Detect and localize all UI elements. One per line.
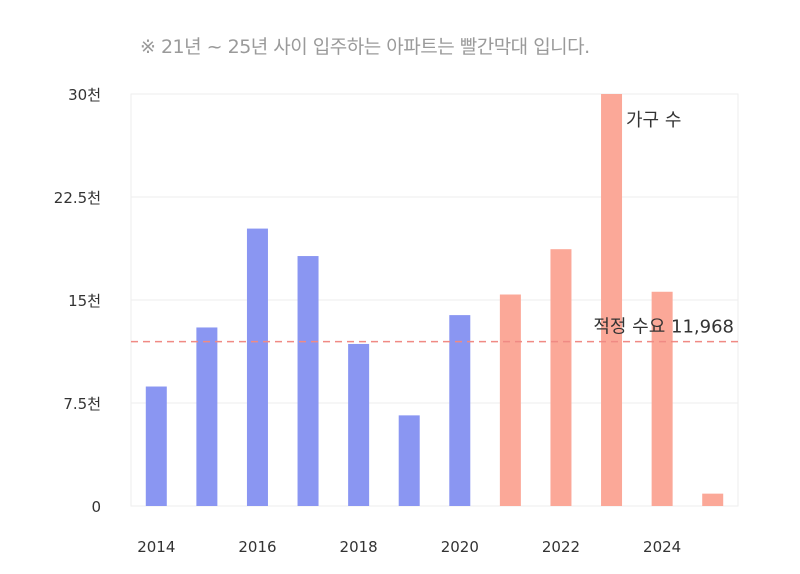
y-tick-label: 30천 [68,86,101,104]
bar-2024 [651,291,673,506]
y-tick-label: 7.5천 [63,395,101,413]
bar-2020 [449,315,471,506]
x-tick-label: 2022 [542,538,580,556]
y-tick-label: 22.5천 [54,189,101,207]
x-tick-label: 2024 [643,538,681,556]
series-label: 가구 수 [626,110,681,131]
bar-2017 [297,256,319,506]
x-tick-label: 2016 [238,538,276,556]
reference-line-label: 적정 수요 11,968 [593,317,734,338]
x-tick-label: 2020 [441,538,479,556]
bar-2014 [145,386,167,506]
chart-note: ※ 21년 ~ 25년 사이 입주하는 아파트는 빨간막대 입니다. [140,36,590,58]
bar-2015 [196,327,218,506]
y-tick-label: 0 [91,498,101,516]
y-tick-label: 15천 [68,292,101,310]
bar-2016 [246,228,268,506]
x-tick-label: 2018 [340,538,378,556]
bar-2019 [398,415,420,506]
bar-2021 [499,294,521,506]
bar-2025 [702,493,724,506]
x-tick-label: 2014 [137,538,175,556]
bar-2023 [601,94,623,506]
bar-2018 [348,343,370,506]
bar-2022 [550,249,572,507]
